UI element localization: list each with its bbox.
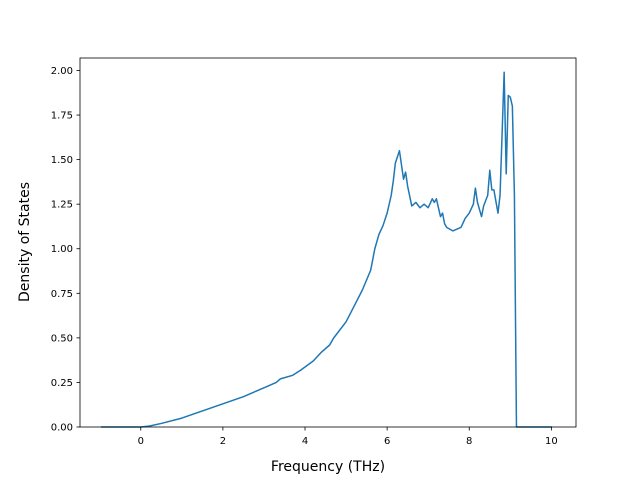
y-axis-label: Density of States: [17, 182, 33, 302]
x-tick-label: 8: [466, 436, 472, 447]
y-tick-label: 1.50: [51, 155, 73, 166]
y-tick-label: 1.00: [51, 244, 73, 255]
y-tick-label: 0.00: [51, 423, 73, 434]
y-tick-label: 0.25: [51, 378, 73, 389]
y-tick-label: 1.25: [51, 200, 73, 211]
y-axis: 0.00 0.25 0.50 0.75 1.00 1.25 1.50 1.75 2.00: [51, 66, 80, 434]
x-axis-label: Frequency (THz): [271, 459, 385, 475]
y-tick-label: 2.00: [51, 66, 73, 77]
x-tick-label: 2: [220, 436, 226, 447]
y-tick-label: 1.75: [51, 111, 73, 122]
x-tick-label: 0: [138, 436, 144, 447]
x-tick-label: 6: [384, 436, 390, 447]
y-tick-label: 0.50: [51, 333, 73, 344]
dos-line-series-0: [101, 71, 553, 428]
y-tick-label: 0.75: [51, 289, 73, 300]
x-axis: 0 2 4 6 8 10: [138, 427, 558, 447]
x-tick-label: 4: [302, 436, 308, 447]
plot-frame: [79, 57, 577, 428]
plot-area: [79, 57, 577, 428]
plot-background: [80, 58, 576, 427]
x-tick-label: 10: [545, 436, 558, 447]
